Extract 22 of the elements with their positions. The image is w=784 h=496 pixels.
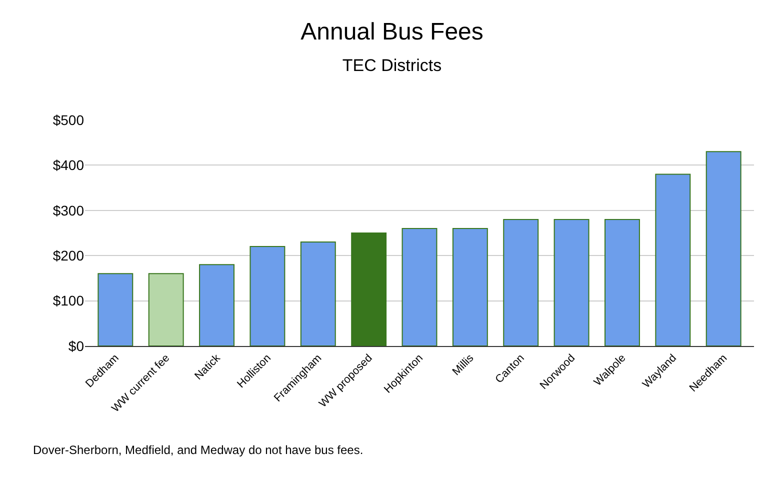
bar [655, 174, 691, 346]
y-tick-label: $200 [52, 248, 84, 264]
text: Dover-Sherborn, Medfield, and Medway do not have bus fees. [33, 443, 364, 457]
bar [250, 246, 286, 346]
y-tick-label: $500 [52, 112, 84, 128]
y-tick-label: $400 [52, 157, 84, 174]
bar [148, 273, 184, 346]
y-tick-label: $300 [52, 202, 84, 218]
bar [604, 218, 640, 346]
bar [706, 151, 742, 346]
bar [452, 228, 488, 346]
bar [98, 273, 134, 346]
chart-title: Annual Bus Fees [300, 18, 484, 46]
chart-subtitle: TEC Districts [342, 56, 442, 75]
y-tick-label: $0 [68, 338, 84, 354]
y-tick-label: $100 [52, 292, 84, 309]
bar [503, 218, 539, 346]
bar [300, 242, 336, 346]
bar [554, 218, 590, 346]
bar [402, 228, 438, 346]
bar [199, 264, 234, 346]
bar [351, 232, 387, 346]
